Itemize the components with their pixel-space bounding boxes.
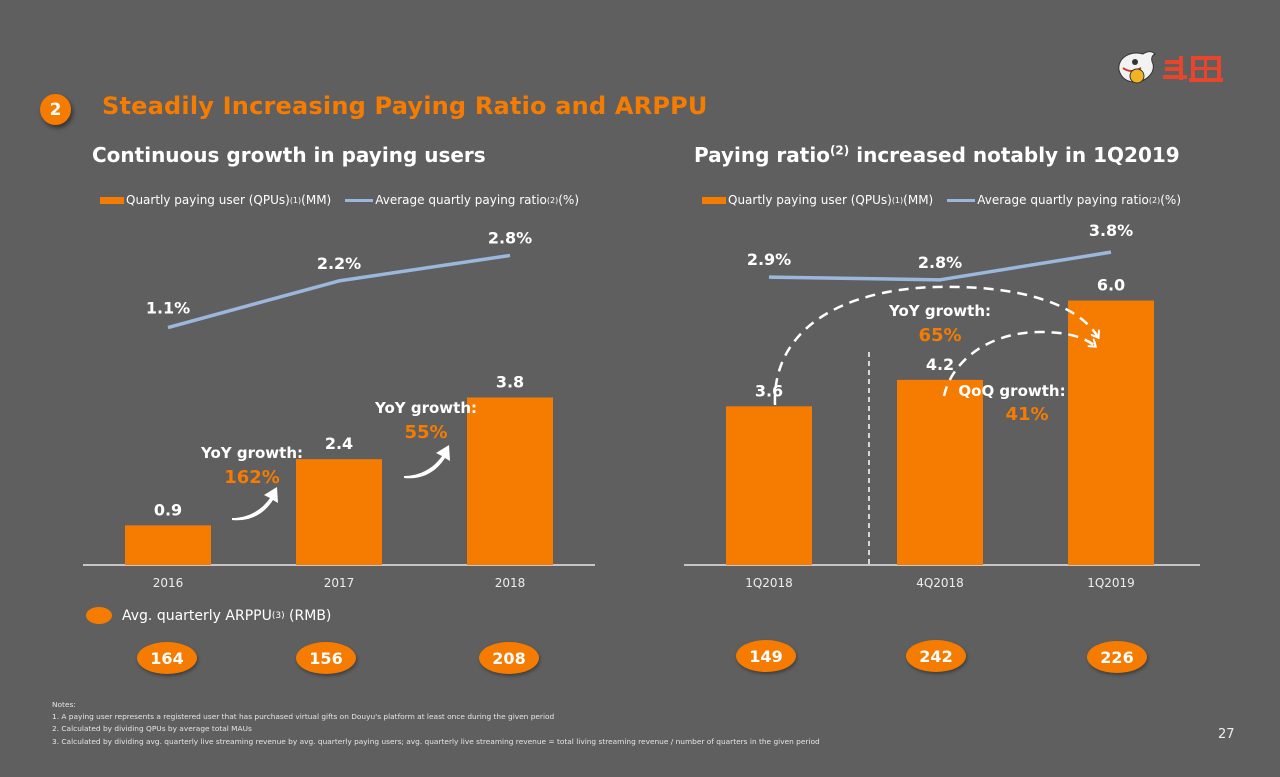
x-tick-label: 4Q2018: [916, 576, 964, 590]
bar-value-label: 2.4: [325, 434, 353, 453]
left-annotation-yoy-2018: YoY growth: 55%: [374, 399, 477, 479]
legend-bar-swatch: [100, 196, 124, 204]
x-tick-label: 2017: [324, 576, 355, 590]
notes-heading: Notes:: [52, 700, 76, 709]
right-annotation-qoq: QoQ growth: 41%: [958, 382, 1065, 425]
x-tick-label: 1Q2018: [745, 576, 793, 590]
right-chart-legend: Quartly paying user (QPUs) (1) (MM) Averag…: [702, 193, 1181, 207]
legend-line-unit: (%): [1160, 193, 1182, 207]
legend-bar-unit: (MM): [301, 193, 332, 207]
legend-bar-sup: (1): [891, 195, 904, 205]
bar-value-label: 4.2: [926, 355, 954, 374]
x-tick-label: 2018: [495, 576, 526, 590]
curved-arrow-icon: [404, 445, 450, 479]
right-chart: 3.6 1Q2018 4.2 4Q2018 6.0 1Q2019 2.9% 2.8% 3.8%: [684, 221, 1200, 590]
annotation-value: 55%: [404, 422, 447, 443]
note-item: 3. Calculated by dividing avg. quarterly…: [52, 736, 820, 746]
right-title-pre: Paying ratio: [694, 143, 830, 167]
line-value-label: 1.1%: [146, 299, 190, 318]
arppu-value-1q2018: 149: [736, 640, 796, 672]
line-value-label: 2.8%: [488, 228, 532, 247]
legend-bar-label: Quartly paying user (QPUs): [126, 193, 290, 207]
legend-bar-label: Quartly paying user (QPUs): [728, 193, 892, 207]
right-title-sup: (2): [829, 143, 850, 158]
bar-value-label: 0.9: [154, 500, 182, 519]
arppu-value-1q2019: 226: [1087, 641, 1147, 673]
bar-value-label: 3.8: [496, 373, 524, 392]
charts-canvas: 0.9 2016 2.4 2017 3.8 2018 1.1% 2.2% 2.8% 3.6 1Q2…: [83, 221, 1200, 590]
note-item: 2. Calculated by dividing QPUs by averag…: [52, 724, 252, 734]
bar: [1068, 300, 1154, 565]
bar-value-label: 3.6: [755, 381, 783, 400]
line-value-label: 3.8%: [1089, 221, 1133, 240]
left-chart-legend: Quartly paying user (QPUs) (1) (MM) Averag…: [100, 193, 579, 207]
shark-mascot-icon: [1118, 51, 1223, 84]
legend-line-label: Average quartly paying ratio: [375, 193, 547, 207]
right-title-post: increased notably in 1Q2019: [849, 143, 1180, 167]
left-chart-title: Continuous growth in paying users: [92, 143, 486, 167]
arppu-legend: Avg. quarterly ARPPU (3) (RMB): [86, 607, 331, 624]
annotation-title: QoQ growth:: [958, 382, 1065, 400]
page-number: 27: [1218, 727, 1235, 742]
page-title: Steadily Increasing Paying Ratio and ARP…: [102, 92, 708, 120]
arppu-legend-swatch: [86, 607, 112, 624]
douyu-logo: [1113, 48, 1237, 88]
line-value-label: 2.8%: [918, 253, 962, 272]
annotation-title: YoY growth:: [374, 399, 477, 417]
legend-line-unit: (%): [558, 193, 580, 207]
arppu-legend-label: Avg. quarterly ARPPU: [122, 607, 272, 624]
legend-bar-sup: (1): [289, 195, 302, 205]
bar: [897, 379, 983, 565]
right-annotation-yoy: YoY growth: 65%: [888, 302, 991, 346]
footnotes: Notes: 1. A paying user represents a reg…: [52, 699, 820, 748]
bar: [296, 459, 382, 565]
yoy-dashed-arrow: [773, 285, 1098, 406]
x-tick-label: 2016: [153, 576, 184, 590]
annotation-title: YoY growth:: [200, 444, 303, 462]
arppu-legend-unit: (RMB): [289, 607, 332, 624]
left-annotation-yoy-2017: YoY growth: 162%: [200, 444, 303, 521]
bar: [125, 525, 211, 565]
annotation-title: YoY growth:: [888, 302, 991, 320]
annotation-value: 41%: [1005, 404, 1048, 425]
legend-bar-unit: (MM): [903, 193, 934, 207]
arppu-value-2016: 164: [137, 642, 197, 674]
arppu-value-4q2018: 242: [906, 640, 966, 672]
note-item: 1. A paying user represents a registered…: [52, 712, 555, 722]
right-chart-title: Paying ratio(2) increased notably in 1Q2…: [694, 143, 1180, 167]
bar: [726, 406, 812, 565]
legend-line-sup: (2): [546, 195, 559, 205]
legend-bar-swatch: [702, 196, 726, 204]
section-number-badge: 2: [40, 94, 71, 125]
annotation-value: 162%: [224, 467, 280, 488]
curved-arrow-icon: [232, 487, 278, 521]
arppu-value-2018: 208: [479, 642, 539, 674]
legend-line-sup: (2): [1148, 195, 1161, 205]
bar-value-label: 6.0: [1097, 276, 1125, 295]
bar: [467, 397, 553, 565]
line-value-label: 2.9%: [747, 250, 791, 269]
arppu-value-2017: 156: [296, 642, 356, 674]
annotation-value: 65%: [918, 325, 961, 346]
left-chart: 0.9 2016 2.4 2017 3.8 2018 1.1% 2.2% 2.8%: [83, 228, 595, 590]
legend-line-label: Average quartly paying ratio: [977, 193, 1149, 207]
arppu-legend-sup: (3): [271, 610, 285, 621]
legend-line-swatch: [947, 198, 976, 202]
line-value-label: 2.2%: [317, 254, 361, 273]
legend-line-swatch: [345, 198, 374, 202]
x-tick-label: 1Q2019: [1087, 576, 1135, 590]
